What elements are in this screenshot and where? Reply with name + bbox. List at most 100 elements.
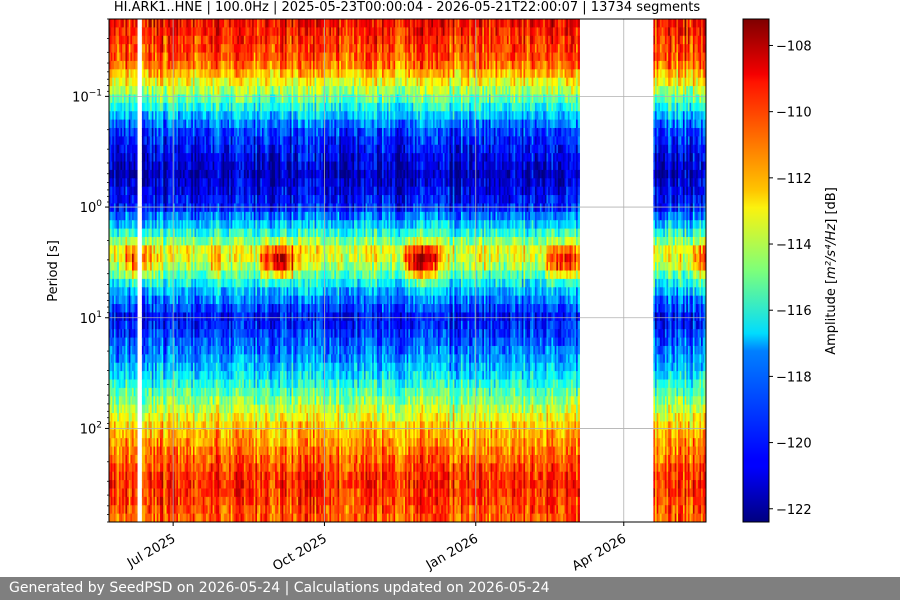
- heat-cell: [171, 228, 174, 238]
- heat-cell: [202, 228, 205, 238]
- heat-cell: [163, 421, 166, 431]
- heat-cell: [141, 362, 145, 372]
- heat-cell: [197, 371, 201, 381]
- heat-cell: [118, 488, 122, 498]
- heat-cell: [163, 44, 166, 54]
- heat-cell: [118, 262, 122, 272]
- heat-cell: [161, 69, 164, 79]
- heat-cell: [183, 438, 186, 448]
- heat-cell: [133, 278, 136, 288]
- heat-cell: [130, 421, 133, 431]
- heat-cell: [123, 396, 127, 406]
- heat-cell: [199, 396, 202, 406]
- heat-cell: [122, 111, 125, 121]
- heat-cell: [159, 505, 163, 515]
- heat-cell: [133, 178, 136, 188]
- heat-cell: [194, 27, 197, 37]
- heat-cell: [122, 471, 125, 481]
- heat-cell: [176, 270, 179, 280]
- heat-cell: [196, 454, 199, 464]
- heat-cell: [194, 496, 197, 506]
- heat-cell: [192, 404, 196, 414]
- heat-cell: [196, 421, 199, 431]
- heat-cell: [163, 413, 166, 422]
- heat-cell: [174, 429, 178, 439]
- heat-cell: [125, 60, 128, 70]
- heat-cell: [181, 52, 184, 62]
- heat-cell: [161, 505, 164, 515]
- heat-cell: [128, 262, 131, 272]
- heat-cell: [151, 52, 154, 62]
- heat-cell: [184, 161, 187, 171]
- heat-cell: [143, 178, 146, 188]
- heat-cell: [163, 77, 166, 87]
- heat-cell: [192, 480, 196, 490]
- heat-cell: [164, 52, 168, 62]
- heat-cell: [209, 362, 212, 372]
- heat-cell: [130, 505, 133, 515]
- heat-cell: [173, 253, 176, 263]
- heat-cell: [186, 446, 189, 456]
- heat-cell: [166, 329, 169, 339]
- heat-cell: [123, 379, 127, 389]
- heat-cell: [115, 69, 118, 79]
- heat-cell: [110, 471, 113, 481]
- heat-cell: [113, 220, 117, 230]
- heat-cell: [196, 94, 199, 104]
- heat-cell: [179, 111, 182, 121]
- heat-cell: [120, 262, 123, 272]
- heat-cell: [163, 153, 166, 163]
- heat-cell: [115, 153, 118, 163]
- heat-cell: [181, 480, 184, 490]
- heat-cell: [206, 127, 209, 137]
- heat-cell: [181, 245, 184, 255]
- heat-cell: [171, 278, 174, 288]
- heat-cell: [110, 178, 113, 188]
- heat-cell: [159, 496, 163, 506]
- heat-cell: [209, 169, 212, 179]
- heat-cell: [143, 270, 146, 280]
- heat-cell: [133, 387, 136, 397]
- heat-cell: [174, 496, 178, 506]
- heat-cell: [164, 371, 168, 381]
- heat-cell: [189, 211, 192, 221]
- heat-cell: [196, 396, 199, 406]
- heat-cell: [135, 320, 138, 330]
- plot-area[interactable]: [108, 18, 707, 523]
- heat-cell: [166, 295, 169, 305]
- heat-cell: [143, 169, 146, 179]
- heat-cell: [204, 262, 207, 272]
- heat-cell: [153, 144, 156, 154]
- heat-cell: [173, 270, 176, 280]
- heat-cell: [122, 35, 125, 45]
- heat-cell: [209, 304, 212, 314]
- heat-cell: [128, 513, 131, 522]
- heat-cell: [159, 421, 163, 431]
- heat-cell: [123, 77, 127, 87]
- heat-cell: [141, 438, 145, 448]
- heat-cell: [184, 471, 187, 481]
- heat-cell: [156, 471, 159, 481]
- heat-cell: [171, 312, 174, 322]
- heat-cell: [178, 371, 181, 381]
- heat-cell: [204, 27, 207, 37]
- heat-cell: [206, 86, 209, 96]
- heat-cell: [184, 127, 187, 137]
- heat-cell: [132, 27, 135, 37]
- heat-cell: [194, 144, 197, 154]
- heat-cell: [171, 421, 174, 431]
- heat-cell: [159, 220, 163, 230]
- heat-cell: [184, 119, 187, 129]
- heat-cell: [161, 111, 164, 121]
- heat-cell: [155, 52, 158, 62]
- heat-cell: [113, 463, 117, 473]
- heat-cell: [187, 278, 191, 288]
- heat-cell: [135, 19, 138, 28]
- heat-cell: [127, 371, 130, 381]
- heat-cell: [192, 429, 196, 439]
- heat-cell: [158, 463, 161, 473]
- heat-cell: [191, 354, 194, 364]
- heat-cell: [132, 161, 135, 171]
- heat-cell: [166, 52, 169, 62]
- heat-cell: [197, 513, 201, 522]
